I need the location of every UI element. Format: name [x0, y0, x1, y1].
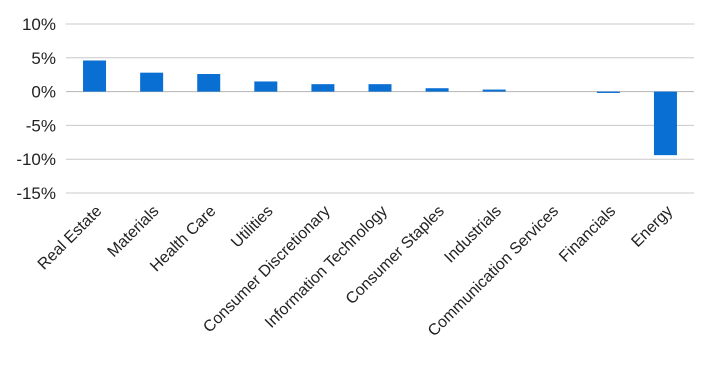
- y-tick-label: -15%: [16, 184, 56, 203]
- bar: [197, 74, 221, 92]
- x-category-label: Energy: [628, 203, 676, 251]
- bar: [254, 81, 278, 92]
- x-category-label: Financials: [556, 203, 619, 266]
- bar: [140, 72, 164, 92]
- y-tick-label: 0%: [31, 83, 56, 102]
- x-category-label: Consumer Staples: [343, 203, 448, 308]
- bar: [653, 91, 677, 156]
- x-category-label: Utilities: [228, 203, 276, 251]
- bars: [83, 60, 677, 156]
- y-tick-label: 5%: [31, 49, 56, 68]
- x-category-label: Real Estate: [35, 203, 106, 274]
- bar: [368, 84, 392, 92]
- y-axis-tick-labels: 10% 5% 0% -5% -10% -15%: [16, 15, 56, 203]
- bar: [83, 60, 107, 92]
- x-category-label: Materials: [105, 203, 163, 261]
- bar: [425, 88, 449, 92]
- bar: [311, 84, 335, 92]
- y-tick-label: 10%: [22, 15, 56, 34]
- y-tick-label: -10%: [16, 150, 56, 169]
- y-tick-label: -5%: [26, 116, 56, 135]
- gridlines: [66, 23, 694, 194]
- bar: [596, 91, 620, 93]
- bar: [482, 89, 506, 92]
